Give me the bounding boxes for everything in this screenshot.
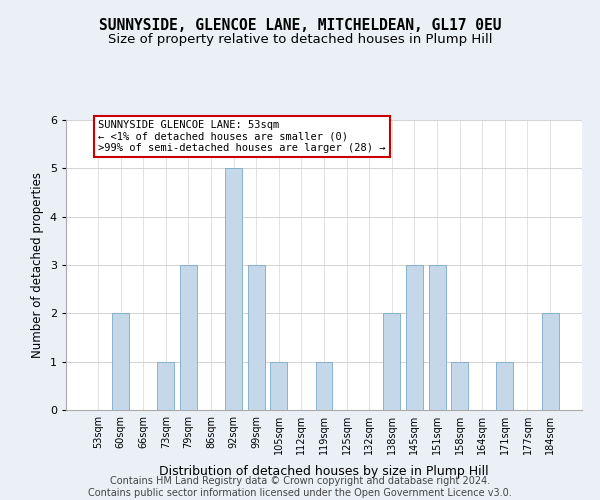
Bar xyxy=(406,265,423,410)
Bar xyxy=(316,362,332,410)
Text: SUNNYSIDE, GLENCOE LANE, MITCHELDEAN, GL17 0EU: SUNNYSIDE, GLENCOE LANE, MITCHELDEAN, GL… xyxy=(99,18,501,32)
Bar xyxy=(451,362,468,410)
Bar xyxy=(496,362,514,410)
Bar xyxy=(428,265,446,410)
Text: Size of property relative to detached houses in Plump Hill: Size of property relative to detached ho… xyxy=(108,32,492,46)
Text: Contains HM Land Registry data © Crown copyright and database right 2024.
Contai: Contains HM Land Registry data © Crown c… xyxy=(88,476,512,498)
Bar xyxy=(248,265,265,410)
Bar xyxy=(271,362,287,410)
Y-axis label: Number of detached properties: Number of detached properties xyxy=(31,172,44,358)
Bar xyxy=(542,314,559,410)
Bar xyxy=(225,168,242,410)
Bar xyxy=(157,362,174,410)
Text: SUNNYSIDE GLENCOE LANE: 53sqm
← <1% of detached houses are smaller (0)
>99% of s: SUNNYSIDE GLENCOE LANE: 53sqm ← <1% of d… xyxy=(98,120,385,153)
Bar xyxy=(180,265,197,410)
Bar xyxy=(383,314,400,410)
X-axis label: Distribution of detached houses by size in Plump Hill: Distribution of detached houses by size … xyxy=(159,466,489,478)
Bar xyxy=(112,314,129,410)
